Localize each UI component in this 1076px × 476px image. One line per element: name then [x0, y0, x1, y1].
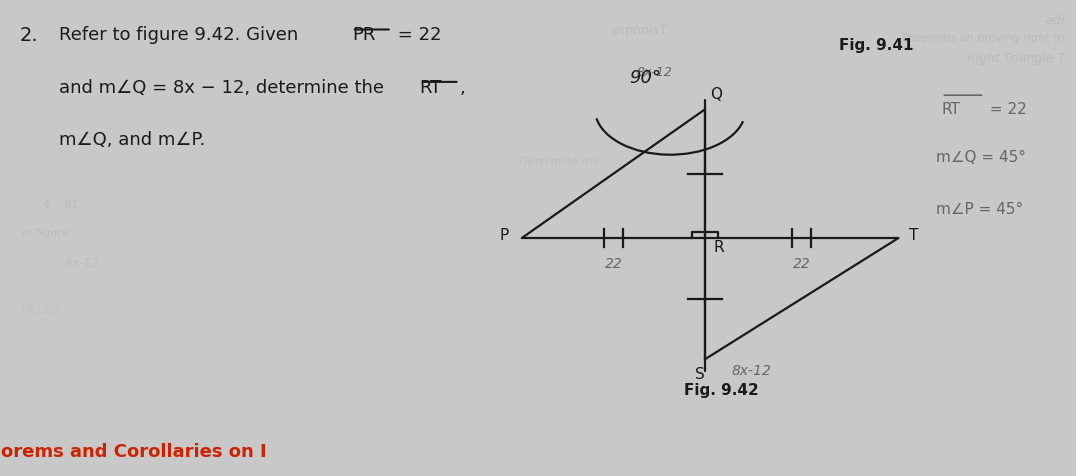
- Text: R: R: [713, 240, 724, 256]
- Text: Determine the: Determine the: [519, 157, 600, 167]
- Text: PR: PR: [352, 26, 376, 44]
- Text: 8x-12: 8x-12: [732, 364, 771, 378]
- Text: m∠P = 45°: m∠P = 45°: [936, 202, 1023, 218]
- Text: 90°: 90°: [629, 69, 662, 87]
- Text: ədi: ədi: [1046, 14, 1065, 27]
- Text: P: P: [499, 228, 509, 243]
- Text: m∠Q, and m∠P.: m∠Q, and m∠P.: [59, 131, 206, 149]
- Text: Fig. 9.41: Fig. 9.41: [839, 38, 914, 53]
- Text: orems and Corollaries on I: orems and Corollaries on I: [1, 443, 267, 461]
- Text: = 22: = 22: [985, 102, 1027, 118]
- Text: in figure: in figure: [22, 228, 68, 238]
- Text: Fig. 9.42: Fig. 9.42: [683, 383, 759, 398]
- Text: Theorems on proving right tri: Theorems on proving right tri: [902, 33, 1065, 43]
- Text: eɿpnɒiɿT: eɿpnɒiɿT: [611, 24, 667, 37]
- Text: m∠Q = 45°: m∠Q = 45°: [936, 150, 1027, 165]
- Text: 8x-12: 8x-12: [65, 257, 100, 270]
- Text: RT: RT: [942, 102, 961, 118]
- Text: 4    81: 4 81: [43, 200, 79, 210]
- Text: 22: 22: [793, 257, 810, 271]
- Text: Q: Q: [710, 87, 722, 102]
- Text: T: T: [909, 228, 919, 243]
- Text: 0K?.9l?: 0K?.9l?: [22, 305, 61, 315]
- Text: 2.: 2.: [19, 26, 38, 45]
- Text: 8x-12: 8x-12: [637, 66, 672, 79]
- Text: ,: ,: [459, 79, 465, 97]
- Text: 22: 22: [605, 257, 622, 271]
- Text: S: S: [694, 367, 705, 382]
- Text: Right Triangle T: Right Triangle T: [967, 52, 1065, 65]
- Text: RT: RT: [420, 79, 442, 97]
- Text: = 22: = 22: [392, 26, 441, 44]
- Text: and m∠Q = 8x − 12, determine the: and m∠Q = 8x − 12, determine the: [59, 79, 390, 97]
- Text: Refer to figure 9.42. Given: Refer to figure 9.42. Given: [59, 26, 305, 44]
